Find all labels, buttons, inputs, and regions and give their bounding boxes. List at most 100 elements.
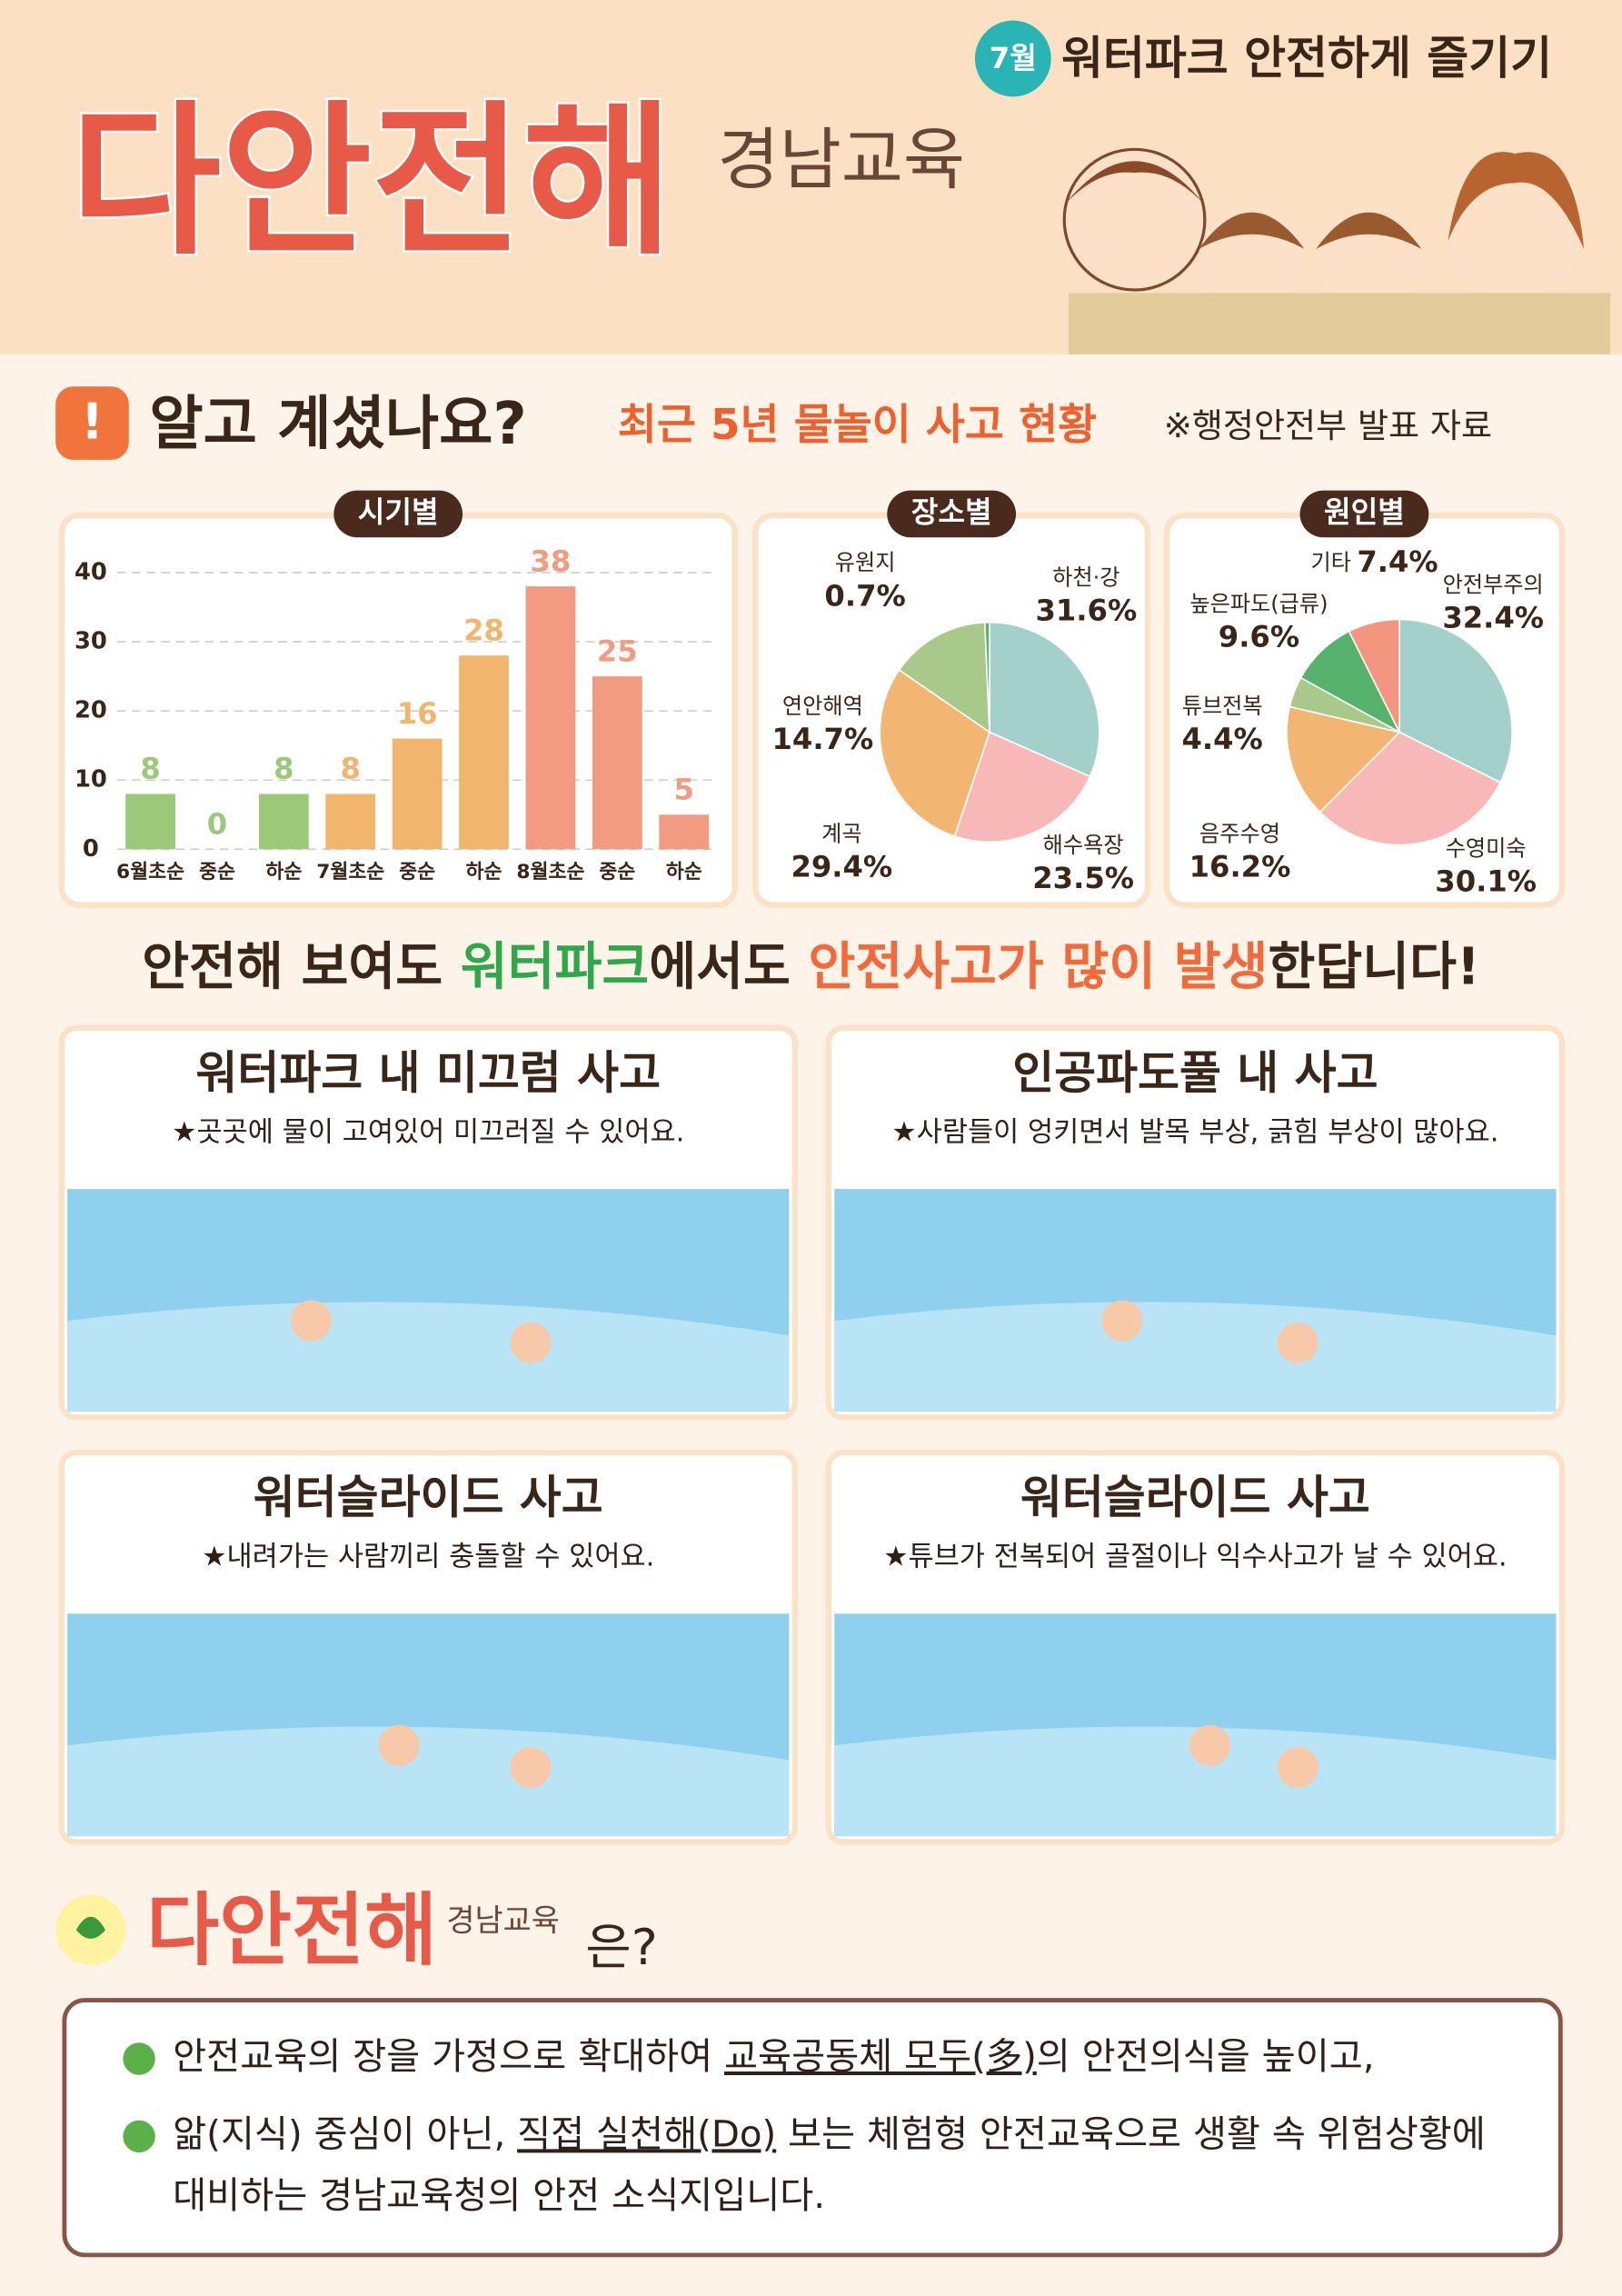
card-illustration-detail bbox=[510, 1746, 552, 1788]
slice-name: 수영미숙 bbox=[1446, 835, 1527, 861]
slice-name: 음주수영 bbox=[1199, 821, 1280, 846]
x-tick-label: 중순 bbox=[199, 861, 235, 883]
headline-part: 안전해 보여도 bbox=[142, 937, 460, 996]
bar bbox=[325, 794, 376, 850]
slice-name: 안전부주의 bbox=[1443, 572, 1544, 597]
logo-sub: 경남교육 bbox=[717, 121, 965, 199]
value-label: 8 bbox=[341, 752, 361, 786]
y-tick-label: 10 bbox=[75, 766, 107, 794]
bar bbox=[392, 738, 443, 850]
card-desc: ★곳곳에 물이 고여있어 미끄러질 수 있어요. bbox=[172, 1116, 684, 1148]
x-tick-label: 6월초순 bbox=[116, 861, 184, 883]
y-tick-label: 30 bbox=[75, 628, 107, 655]
bullet-text: 앎(지식) 중심이 아닌, 직접 실천해(Do) 보는 체험형 안전교육으로 생… bbox=[173, 2113, 1486, 2155]
pie-slice bbox=[1348, 618, 1400, 733]
card-title: 워터슬라이드 사고 bbox=[1020, 1472, 1370, 1524]
bar bbox=[525, 586, 576, 850]
bullet-text: 대비하는 경남교육청의 안전 소식지입니다. bbox=[173, 2175, 825, 2217]
chart-title: 장소별 bbox=[911, 494, 992, 529]
section-subtitle: 최근 5년 물놀이 사고 현황 bbox=[618, 401, 1097, 450]
x-tick-label: 하순 bbox=[466, 861, 503, 883]
slice-name: 유원지 bbox=[835, 550, 896, 575]
headline-part: 에서도 bbox=[649, 937, 808, 996]
x-tick-label: 하순 bbox=[666, 861, 702, 883]
chart-tab bbox=[1299, 490, 1429, 538]
value-label: 28 bbox=[463, 613, 504, 647]
card-illustration-detail bbox=[67, 1726, 790, 1837]
pie-slice bbox=[1398, 618, 1513, 784]
value-label: 25 bbox=[597, 634, 638, 668]
card-illustration-detail bbox=[1101, 1300, 1143, 1342]
header-title: 워터파크 안전하게 즐기기 bbox=[1061, 32, 1552, 85]
slice-value: 30.1% bbox=[1435, 863, 1537, 898]
x-tick-label: 7월초순 bbox=[316, 861, 384, 883]
card-illustration-detail bbox=[290, 1300, 332, 1342]
slice-value: 16.2% bbox=[1189, 849, 1291, 883]
pie-slice bbox=[1286, 705, 1401, 814]
value-label: 8 bbox=[274, 752, 294, 786]
bullet-icon bbox=[123, 2120, 155, 2153]
bullet-part: 교육공동체 모두(多) bbox=[724, 2036, 1037, 2078]
chart-tab bbox=[333, 490, 463, 538]
bar bbox=[258, 794, 309, 850]
card-title: 워터슬라이드 사고 bbox=[254, 1472, 603, 1524]
slice-name: 해수욕장 bbox=[1043, 833, 1124, 858]
value-label: 8 bbox=[140, 752, 160, 786]
bullet-part: 앎(지식) 중심이 아닌, bbox=[173, 2113, 517, 2155]
bar bbox=[125, 794, 175, 850]
pie-slice bbox=[983, 621, 990, 733]
pie-slice bbox=[1318, 731, 1502, 846]
chart-title: 시기별 bbox=[358, 494, 439, 529]
x-tick-label: 8월초순 bbox=[516, 861, 584, 883]
slice-value: 7.4% bbox=[1357, 544, 1438, 579]
card-illustration-detail bbox=[1277, 1322, 1318, 1363]
section-source: ※행정안전부 발표 자료 bbox=[1164, 406, 1492, 445]
card-illustration-detail bbox=[1277, 1746, 1318, 1788]
slice-value: 31.6% bbox=[1035, 593, 1137, 627]
x-tick-label: 중순 bbox=[599, 861, 635, 883]
pie-slice bbox=[1299, 630, 1401, 734]
slice-value: 23.5% bbox=[1032, 861, 1134, 895]
card-desc: ★사람들이 엉키면서 발목 부상, 긁힘 부상이 많아요. bbox=[891, 1116, 1498, 1148]
slice-value: 4.4% bbox=[1182, 722, 1263, 756]
chart-title: 원인별 bbox=[1324, 494, 1405, 529]
footer-logo: 다안전해 bbox=[146, 1884, 437, 1977]
charts: 시기별 0 10 20 30 40 8 6월초순 0 중순 8 하순 8 7월초순 16 중순 28 하순 38 8월… bbox=[58, 490, 1566, 908]
card-desc: ★내려가는 사람끼리 충돌할 수 있어요. bbox=[202, 1542, 654, 1573]
kids-illustration bbox=[1062, 147, 1611, 354]
pie-slice bbox=[898, 621, 990, 734]
card-title: 인공파도풀 내 사고 bbox=[1012, 1047, 1378, 1100]
bullet-part: 의 안전의식을 높이고, bbox=[1037, 2036, 1375, 2078]
card-illustration-detail bbox=[378, 1724, 420, 1766]
bar bbox=[659, 814, 710, 850]
footer: 다안전해 경남교육 은? 안전교육의 장을 가정으로 확대하여 교육공동체 모두… bbox=[55, 1884, 1563, 2258]
card-title: 워터파크 내 미끄럼 사고 bbox=[195, 1047, 661, 1100]
footer-logo-sub: 경남교육 bbox=[446, 1903, 560, 1939]
headline-part: 한답니다! bbox=[1269, 937, 1480, 996]
y-tick-label: 40 bbox=[75, 558, 107, 585]
value-label: 0 bbox=[207, 807, 227, 842]
x-tick-label: 하순 bbox=[265, 861, 302, 883]
slice-name: 하천·강 bbox=[1052, 564, 1119, 590]
bullet-icon bbox=[123, 2042, 155, 2075]
slice-value: 32.4% bbox=[1442, 600, 1544, 634]
headline: 안전해 보여도 워터파크에서도 안전사고가 많이 발생한답니다! bbox=[142, 937, 1479, 996]
pie-slice bbox=[879, 668, 990, 838]
bullet-part: 직접 실천해(Do) bbox=[517, 2113, 776, 2155]
slice-name: 높은파도(급류) bbox=[1189, 591, 1328, 616]
section-title: 알고 계셨나요? bbox=[149, 390, 526, 458]
badge-text: 7월 bbox=[990, 41, 1037, 75]
bullet-part: 안전교육의 장을 가정으로 확대하여 bbox=[173, 2036, 724, 2078]
slice-name: 계곡 bbox=[821, 821, 861, 846]
pie-slice bbox=[953, 731, 1091, 844]
pie-slice bbox=[989, 621, 1100, 778]
slice-value: 29.4% bbox=[791, 849, 892, 883]
slice-name: 연안해역 bbox=[782, 694, 863, 719]
card-illustration-detail bbox=[510, 1322, 552, 1363]
slice-value: 14.7% bbox=[772, 722, 874, 756]
x-tick-label: 중순 bbox=[399, 861, 435, 883]
card-illustration-detail bbox=[1189, 1724, 1231, 1766]
value-label: 5 bbox=[673, 773, 693, 807]
